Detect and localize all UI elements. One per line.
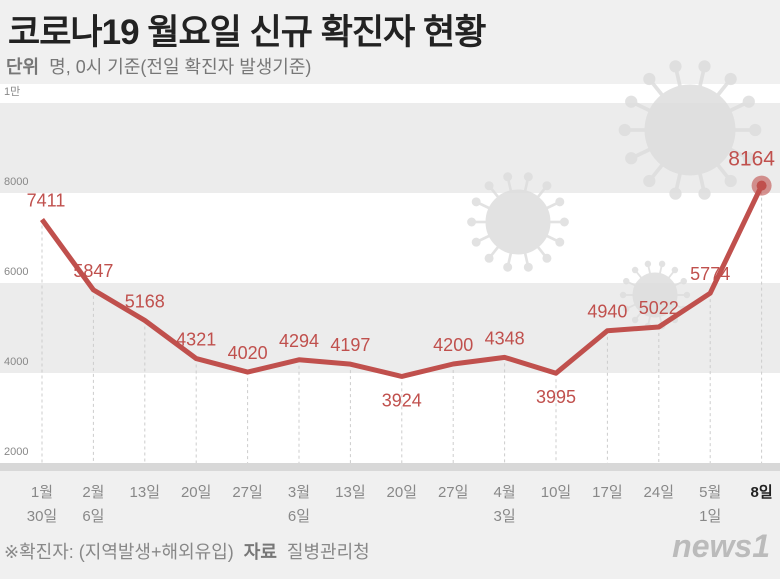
data-label: 8164 [728, 148, 775, 171]
chart-title: 코로나19 월요일 신규 확진자 현황 [8, 13, 486, 52]
data-label: 5168 [125, 291, 165, 311]
data-point [756, 180, 767, 191]
x-tick-label: 13일 [335, 484, 366, 501]
data-label: 5774 [690, 264, 730, 284]
unit-text: 명, 0시 기준(전일 확진자 발생기준) [49, 57, 312, 77]
data-label: 4940 [587, 302, 627, 322]
news1-logo: news1 [672, 528, 770, 564]
x-tick-label: 17일 [592, 484, 623, 501]
y-tick-label: 2000 [4, 446, 28, 458]
data-label: 3924 [382, 390, 422, 410]
x-axis-bar [0, 463, 780, 471]
virus-illustration [618, 60, 762, 200]
data-label: 7411 [27, 191, 66, 211]
x-tick-label: 3월 [288, 484, 310, 501]
x-tick-label: 10일 [541, 484, 572, 501]
x-tick-label: 27일 [232, 484, 263, 501]
footer-note: ※확진자: (지역발생+해외유입) [4, 542, 234, 562]
x-tick-label: 24일 [644, 484, 675, 501]
data-label: 5022 [639, 298, 679, 318]
data-label: 4200 [433, 335, 473, 355]
x-tick-label: 27일 [438, 484, 469, 501]
data-label: 4348 [485, 328, 525, 348]
data-label: 4321 [176, 330, 216, 350]
virus-illustration [467, 172, 569, 272]
x-tick-label: 20일 [387, 484, 418, 501]
x-tick-label: 3일 [494, 508, 516, 525]
source: 질병관리청 [286, 542, 370, 562]
x-tick-label: 20일 [181, 484, 212, 501]
data-label: 5847 [73, 261, 113, 281]
x-tick-label: 8일 [751, 484, 773, 501]
x-tick-label: 1일 [699, 508, 721, 525]
data-label: 4294 [279, 331, 319, 351]
data-label: 4197 [330, 335, 370, 355]
x-tick-label: 4월 [494, 484, 516, 501]
data-label: 3995 [536, 387, 576, 407]
data-label: 4020 [228, 343, 268, 363]
x-tick-label: 6일 [288, 508, 310, 525]
footer: ※확진자: (지역발생+해외유입) 자료 질병관리청 [4, 538, 370, 564]
x-tick-label: 6일 [82, 508, 104, 525]
x-tick-label: 2월 [82, 484, 104, 501]
x-tick-label: 5월 [699, 484, 721, 501]
virus-illustration [619, 260, 691, 330]
series-line [39, 184, 764, 379]
y-tick-label: 6000 [4, 266, 28, 278]
x-tick-label: 13일 [130, 484, 161, 501]
unit-note: 단위 명, 0시 기준(전일 확진자 발생기준) [6, 53, 311, 79]
y-tick-label: 4000 [4, 356, 28, 368]
x-tick-label: 30일 [27, 508, 58, 525]
y-tick-label: 8000 [4, 176, 28, 188]
y-tick-label: 1만 [4, 85, 20, 98]
unit-label: 단위 [6, 57, 40, 77]
x-tick-label: 1월 [31, 484, 53, 501]
source-label: 자료 [243, 542, 277, 562]
